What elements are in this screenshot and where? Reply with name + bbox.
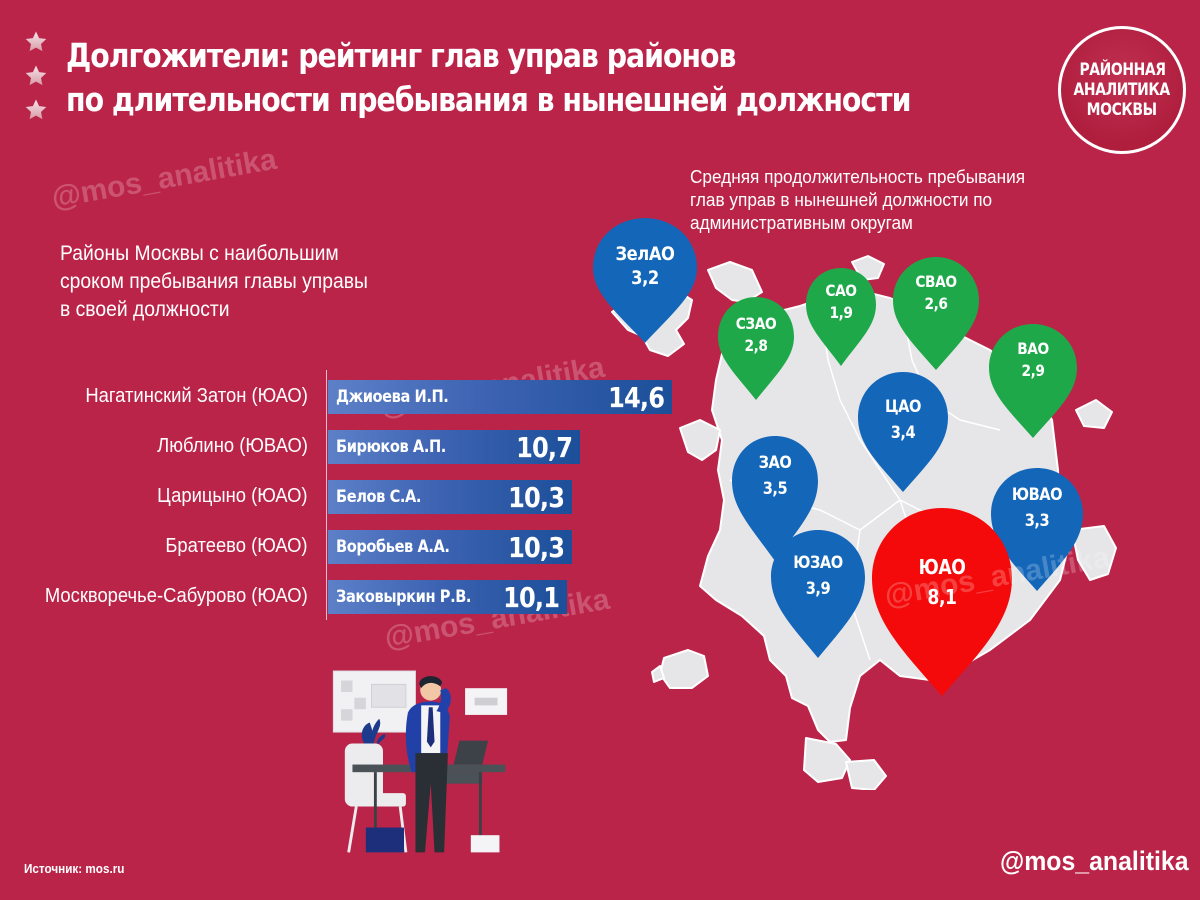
logo-line-1: РАЙОННАЯ bbox=[1078, 60, 1166, 80]
pin-sao: САО 1,9 bbox=[806, 268, 876, 366]
bar-row: Люблино (ЮВАО) Бирюков А.П. 10,7 bbox=[0, 428, 700, 464]
pin-label: ВАО 2,9 bbox=[989, 338, 1077, 382]
pin-label: САО 1,9 bbox=[806, 280, 876, 324]
bar-chart-subtitle: Районы Москвы с наибольшим сроком пребыв… bbox=[60, 240, 428, 324]
head-name: Джиоева И.П. bbox=[336, 387, 449, 407]
pin-svao: СВАО 2,6 bbox=[893, 257, 979, 370]
pin-value: 3,3 bbox=[1024, 511, 1050, 531]
pin-value: 3,4 bbox=[890, 423, 916, 443]
bar: Белов С.А. 10,3 bbox=[328, 480, 572, 514]
businessman-illustration bbox=[332, 670, 508, 853]
pin-label: ЗелАО 3,2 bbox=[593, 242, 697, 290]
map-pin-icon bbox=[718, 297, 794, 400]
logo: РАЙОННАЯ АНАЛИТИКА МОСКВЫ bbox=[1058, 26, 1186, 154]
pin-yuao: ЮАО 8,1 bbox=[872, 508, 1012, 696]
bar-value: 14,6 bbox=[608, 380, 665, 414]
source-text: Источник: mos.ru bbox=[24, 861, 125, 876]
map-pin-icon bbox=[771, 530, 865, 658]
pin-value: 2,8 bbox=[744, 336, 768, 355]
pin-name: ВАО bbox=[1017, 339, 1049, 358]
watermark: @mos_analitika bbox=[49, 142, 280, 215]
bar-row: Нагатинский Затон (ЮАО) Джиоева И.П. 14,… bbox=[0, 378, 700, 414]
pin-value: 2,6 bbox=[924, 294, 948, 313]
title-line-1: Долгожители: рейтинг глав управ районов bbox=[66, 36, 736, 75]
pin-value: 1,9 bbox=[829, 303, 853, 322]
district-label: Люблино (ЮВАО) bbox=[157, 435, 308, 457]
pin-value: 3,5 bbox=[762, 479, 788, 499]
pin-label: ЮАО 8,1 bbox=[872, 552, 1012, 612]
pin-yuzao: ЮЗАО 3,9 bbox=[771, 530, 865, 658]
map-pin-icon bbox=[732, 436, 818, 561]
subtitle-line: глав управ в нынешней должности по bbox=[690, 189, 993, 210]
map-pin-icon bbox=[593, 218, 697, 343]
district-label: Москворечье-Сабурово (ЮАО) bbox=[45, 585, 308, 607]
pin-label: СВАО 2,6 bbox=[893, 271, 979, 315]
pin-value: 3,2 bbox=[631, 267, 659, 289]
pin-cao: ЦАО 3,4 bbox=[858, 372, 948, 492]
star-decoration bbox=[24, 30, 52, 132]
subtitle-line: Средняя продолжительность пребывания bbox=[690, 166, 1026, 187]
pin-szao: СЗАО 2,8 bbox=[718, 297, 794, 400]
district-label: Братеево (ЮАО) bbox=[165, 535, 308, 557]
bar-value: 10,7 bbox=[516, 430, 573, 464]
subtitle-line: сроком пребывания главы управы bbox=[60, 270, 368, 293]
pin-label: СЗАО 2,8 bbox=[718, 313, 794, 357]
pin-name: ЮВАО bbox=[1011, 485, 1063, 505]
social-handle: @mos_analitika bbox=[1000, 846, 1189, 876]
pin-label: ЮВАО 3,3 bbox=[991, 482, 1083, 534]
pin-name: САО bbox=[825, 281, 857, 300]
bar: Бирюков А.П. 10,7 bbox=[328, 430, 580, 464]
head-name: Заковыркин Р.В. bbox=[336, 587, 472, 607]
map-pin-icon bbox=[991, 468, 1083, 591]
pin-name: ЗАО bbox=[758, 453, 792, 473]
pin-value: 8,1 bbox=[927, 585, 957, 609]
district-label: Нагатинский Затон (ЮАО) bbox=[85, 385, 308, 407]
pin-name: ЦАО bbox=[884, 397, 922, 417]
district-label: Царицыно (ЮАО) bbox=[157, 485, 308, 507]
star-icon bbox=[25, 31, 47, 52]
subtitle-line: в своей должности bbox=[60, 298, 230, 321]
bar-value: 10,3 bbox=[508, 480, 565, 514]
pin-zao: ЗАО 3,5 bbox=[732, 436, 818, 561]
pin-vao: ВАО 2,9 bbox=[989, 324, 1077, 438]
bar-row: Братеево (ЮАО) Воробьев А.А. 10,3 bbox=[0, 528, 700, 564]
map-pin-icon bbox=[893, 257, 979, 370]
pin-name: СВАО bbox=[915, 272, 957, 291]
map-subtitle: Средняя продолжительность пребывания гла… bbox=[690, 165, 1118, 234]
subtitle-line: Районы Москвы с наибольшим bbox=[60, 242, 339, 265]
head-name: Воробьев А.А. bbox=[336, 537, 450, 557]
head-name: Бирюков А.П. bbox=[336, 437, 446, 457]
logo-line-3: МОСКВЫ bbox=[1087, 100, 1157, 120]
bar-axis-line bbox=[326, 370, 327, 620]
pin-name: СЗАО bbox=[735, 314, 777, 333]
map-pin-icon bbox=[858, 372, 948, 492]
pin-zelao: ЗелАО 3,2 bbox=[593, 218, 697, 343]
bar-row: Москворечье-Сабурово (ЮАО) Заковыркин Р.… bbox=[0, 578, 700, 614]
bar: Заковыркин Р.В. 10,1 bbox=[328, 580, 567, 614]
subtitle-line: административным округам bbox=[690, 212, 913, 233]
pin-label: ЗАО 3,5 bbox=[732, 450, 818, 502]
map-pin-icon bbox=[872, 508, 1012, 696]
page-title: Долгожители: рейтинг глав управ районов … bbox=[66, 34, 911, 122]
pin-label: ЦАО 3,4 bbox=[858, 394, 948, 446]
head-name: Белов С.А. bbox=[336, 487, 422, 507]
pin-yuvao: ЮВАО 3,3 bbox=[991, 468, 1083, 591]
pin-name: ЮЗАО bbox=[793, 553, 843, 573]
pin-name: ЗелАО bbox=[615, 243, 675, 265]
star-icon bbox=[25, 99, 47, 120]
star-icon bbox=[25, 65, 47, 86]
pin-value: 2,9 bbox=[1021, 361, 1045, 380]
bar-value: 10,3 bbox=[508, 530, 565, 564]
bar-row: Царицыно (ЮАО) Белов С.А. 10,3 bbox=[0, 478, 700, 514]
map-pin-icon bbox=[989, 324, 1077, 438]
map-pin-icon bbox=[806, 268, 876, 366]
bar: Воробьев А.А. 10,3 bbox=[328, 530, 572, 564]
logo-line-2: АНАЛИТИКА bbox=[1073, 80, 1171, 100]
title-line-2: по длительности пребывания в нынешней до… bbox=[66, 80, 911, 119]
bar-value: 10,1 bbox=[503, 580, 560, 614]
pin-label: ЮЗАО 3,9 bbox=[771, 550, 865, 602]
bar: Джиоева И.П. 14,6 bbox=[328, 380, 672, 414]
pin-value: 3,9 bbox=[805, 579, 831, 599]
pin-name: ЮАО bbox=[918, 555, 966, 579]
